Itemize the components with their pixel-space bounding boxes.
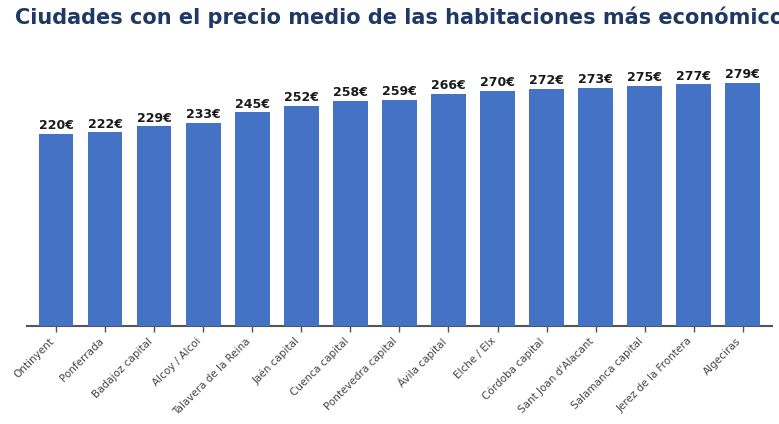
Bar: [235, 112, 270, 326]
Text: 245€: 245€: [235, 98, 270, 111]
Bar: [333, 101, 368, 326]
Bar: [530, 89, 564, 326]
Bar: [432, 94, 466, 326]
Text: 258€: 258€: [333, 86, 368, 99]
Text: 273€: 273€: [578, 73, 613, 86]
Bar: [481, 91, 515, 326]
Bar: [676, 84, 710, 326]
Title: Ciudades con el precio medio de las habitaciones más económico: Ciudades con el precio medio de las habi…: [15, 7, 779, 28]
Bar: [627, 86, 661, 326]
Text: 275€: 275€: [627, 72, 662, 84]
Text: 252€: 252€: [284, 92, 319, 104]
Text: 266€: 266€: [431, 79, 466, 92]
Text: 277€: 277€: [676, 70, 711, 83]
Bar: [382, 100, 417, 326]
Text: 279€: 279€: [725, 68, 760, 81]
Bar: [578, 88, 613, 326]
Bar: [39, 134, 73, 326]
Text: 222€: 222€: [88, 117, 123, 131]
Text: 220€: 220€: [39, 119, 74, 132]
Bar: [186, 123, 220, 326]
Text: 272€: 272€: [529, 74, 564, 87]
Bar: [137, 126, 171, 326]
Bar: [725, 83, 760, 326]
Text: 259€: 259€: [382, 85, 417, 98]
Bar: [88, 132, 122, 326]
Text: 229€: 229€: [137, 112, 172, 125]
Text: 270€: 270€: [480, 76, 515, 89]
Text: 233€: 233€: [186, 108, 220, 121]
Bar: [284, 106, 319, 326]
